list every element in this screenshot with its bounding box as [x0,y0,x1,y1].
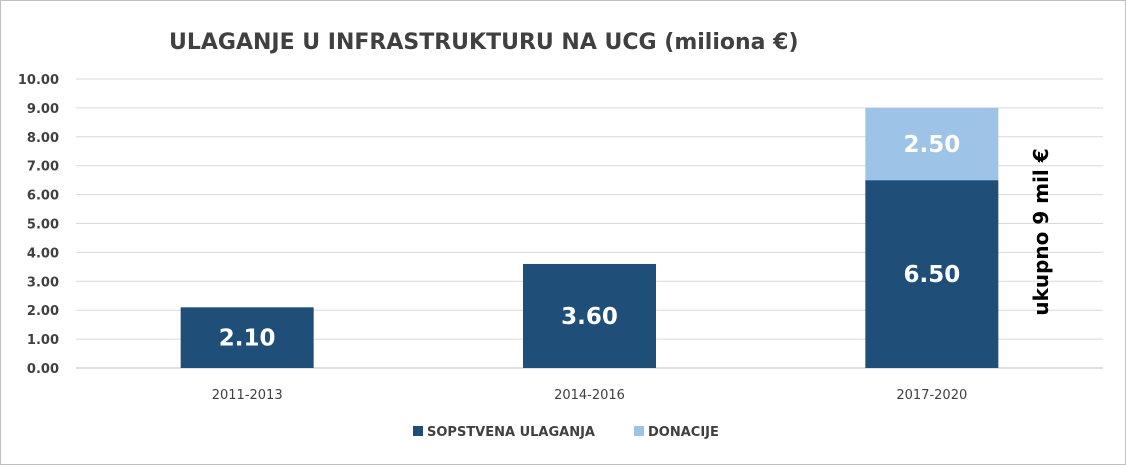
y-tick-label: 4.00 [27,246,59,261]
data-label: 2.50 [903,132,960,158]
x-axis-labels: 2011-2013 2014-2016 2017-2020 [212,388,968,403]
y-tick-label: 8.00 [27,131,59,146]
y-tick-label: 3.00 [27,275,59,290]
y-tick-label: 2.00 [27,304,59,319]
x-tick-label: 2017-2020 [896,388,967,403]
total-annotation: ukupno 9 mil € [1029,148,1053,315]
y-tick-label: 7.00 [27,160,59,175]
y-tick-label: 6.00 [27,189,59,204]
legend: SOPSTVENA ULAGANJA DONACIJE [413,425,719,440]
bars [180,107,999,368]
bar-sopstvena-ulaganja [523,263,656,368]
data-label: 6.50 [903,262,960,288]
x-tick-label: 2011-2013 [212,388,283,403]
legend-swatch [634,426,644,436]
legend-label: SOPSTVENA ULAGANJA [427,425,595,440]
bar-sopstvena-ulaganja [865,180,999,368]
y-tick-label: 5.00 [27,218,59,233]
data-label: 3.60 [561,304,618,330]
y-axis-ticks: 0.00 1.00 2.00 3.00 4.00 5.00 6.00 7.00 8.00 9.00… [18,73,59,377]
data-label: 2.10 [219,326,276,352]
chart-title: ULAGANJE U INFRASTRUKTURU NA UCG (milion… [169,30,799,55]
y-tick-label: 0.00 [27,362,59,377]
x-tick-label: 2014-2016 [554,388,625,403]
bar-sopstvena-ulaganja [180,307,314,368]
legend-label: DONACIJE [648,425,719,440]
legend-swatch [413,426,423,436]
y-tick-label: 9.00 [27,102,59,117]
y-tick-label: 1.00 [27,333,59,348]
y-tick-label: 10.00 [18,73,59,88]
data-labels: 2.10 3.60 6.50 2.50 [219,132,960,352]
bar-donacije [865,107,999,181]
